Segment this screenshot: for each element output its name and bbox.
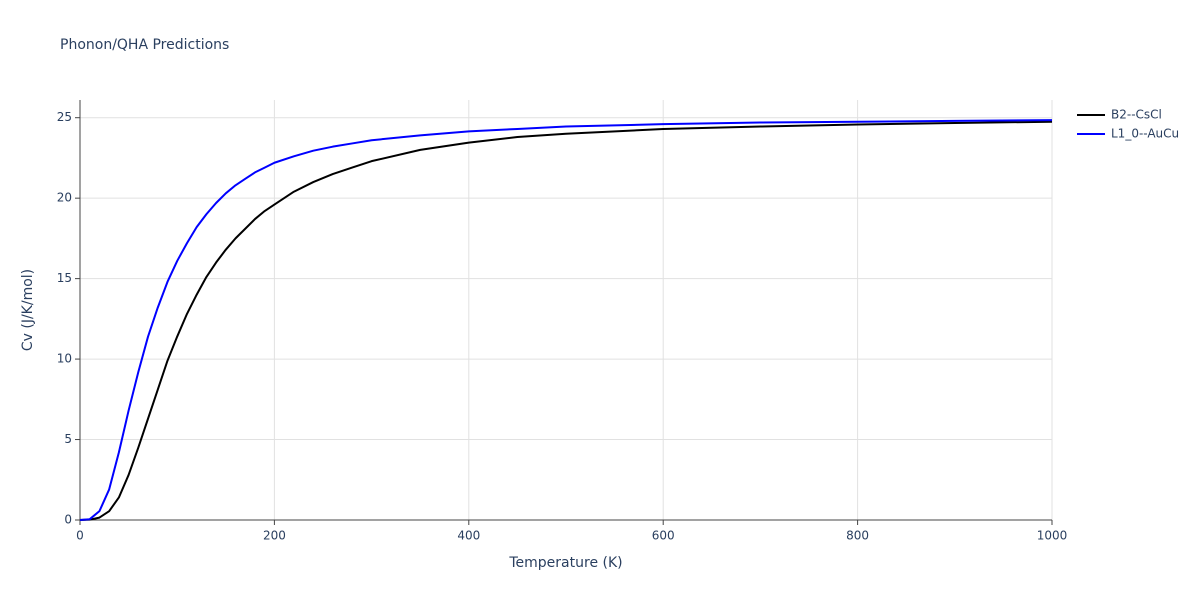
legend-label: L1_0--AuCu <box>1111 127 1179 141</box>
x-tick-label: 600 <box>652 529 675 543</box>
x-tick-label: 400 <box>457 529 480 543</box>
x-tick-label: 0 <box>76 529 84 543</box>
y-axis-label: Cv (J/K/mol) <box>20 269 36 351</box>
x-axis-label: Temperature (K) <box>508 555 622 571</box>
line-series <box>79 120 1053 521</box>
line-series <box>79 119 1053 521</box>
x-tick-label: 200 <box>263 529 286 543</box>
y-tick-label: 5 <box>64 432 72 446</box>
legend-label: B2--CsCl <box>1111 108 1162 122</box>
chart-title: Phonon/QHA Predictions <box>60 37 229 53</box>
y-tick-label: 15 <box>57 271 72 285</box>
y-tick-label: 25 <box>57 110 72 124</box>
y-tick-label: 10 <box>57 352 72 366</box>
x-tick-label: 800 <box>846 529 869 543</box>
y-tick-label: 20 <box>57 191 72 205</box>
x-tick-label: 1000 <box>1037 529 1068 543</box>
y-tick-label: 0 <box>64 513 72 527</box>
